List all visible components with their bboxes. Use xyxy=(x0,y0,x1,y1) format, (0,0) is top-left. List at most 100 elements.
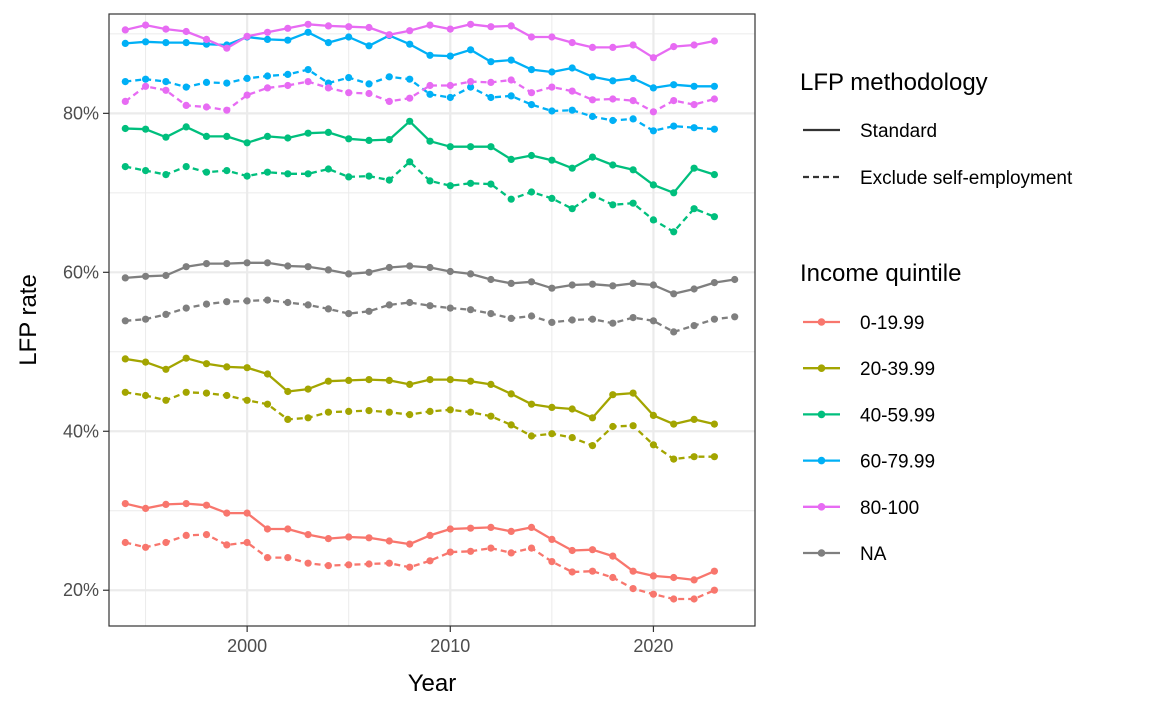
data-point xyxy=(243,364,251,372)
data-point xyxy=(446,525,454,533)
data-point xyxy=(487,58,495,66)
data-point xyxy=(670,290,678,298)
x-tick-label: 2020 xyxy=(633,636,673,656)
y-axis-title: LFP rate xyxy=(15,274,42,366)
data-point xyxy=(629,567,637,575)
data-point xyxy=(304,414,312,422)
data-point xyxy=(304,531,312,539)
data-point xyxy=(588,546,597,554)
data-point xyxy=(649,441,658,449)
data-point xyxy=(609,319,617,327)
data-point xyxy=(609,552,617,560)
data-point xyxy=(649,181,658,189)
data-point xyxy=(568,405,576,413)
data-point xyxy=(548,107,556,115)
data-point xyxy=(223,298,231,306)
data-point xyxy=(467,83,475,91)
data-point xyxy=(284,81,292,90)
data-point xyxy=(588,96,597,104)
data-point xyxy=(223,106,231,114)
data-point xyxy=(385,97,393,105)
data-point xyxy=(649,84,658,92)
data-point xyxy=(263,370,272,378)
plot-border xyxy=(108,13,756,627)
data-point xyxy=(121,39,129,48)
data-point xyxy=(568,568,576,576)
data-point xyxy=(385,408,393,416)
series-NA-exclude-self-employment xyxy=(121,296,739,336)
data-point xyxy=(670,228,678,236)
data-point xyxy=(202,103,211,111)
data-point xyxy=(263,72,272,80)
data-point xyxy=(690,101,698,109)
data-point xyxy=(304,170,312,178)
data-point xyxy=(182,123,190,131)
data-point xyxy=(142,391,150,400)
data-point xyxy=(223,79,231,87)
data-point xyxy=(182,263,190,271)
data-point xyxy=(507,527,515,536)
data-point xyxy=(182,304,190,312)
data-point xyxy=(202,260,211,268)
data-point xyxy=(284,525,292,533)
legend-linetype-label: Standard xyxy=(860,121,937,142)
data-point xyxy=(649,411,658,419)
data-point xyxy=(304,385,312,393)
data-point xyxy=(263,296,272,304)
data-point xyxy=(690,322,698,330)
data-point xyxy=(406,75,414,83)
data-point xyxy=(588,73,597,81)
data-point xyxy=(223,363,231,371)
data-point xyxy=(365,376,373,384)
data-point xyxy=(406,158,414,166)
legend-color-title: Income quintile xyxy=(800,260,961,287)
data-point xyxy=(568,64,576,72)
data-point xyxy=(527,66,536,74)
data-point xyxy=(142,272,150,280)
data-point xyxy=(162,538,170,547)
data-point xyxy=(487,180,495,188)
data-point xyxy=(527,101,536,109)
data-point xyxy=(182,531,190,540)
axis-ticks xyxy=(103,112,655,632)
data-point xyxy=(324,165,332,173)
data-point xyxy=(548,284,556,292)
data-point xyxy=(487,143,495,151)
series-80-100-standard xyxy=(121,20,719,62)
data-point xyxy=(345,407,353,415)
data-point xyxy=(284,70,292,78)
data-point xyxy=(507,22,515,30)
data-point xyxy=(507,56,515,64)
data-point xyxy=(670,43,678,51)
data-point xyxy=(406,380,414,388)
data-point xyxy=(365,407,373,415)
data-point xyxy=(142,21,150,29)
data-point xyxy=(690,415,698,423)
data-point xyxy=(527,33,536,41)
data-point xyxy=(324,39,332,47)
data-point xyxy=(609,282,617,290)
data-point xyxy=(609,391,617,399)
data-point xyxy=(670,122,678,130)
data-point xyxy=(487,78,495,86)
data-point xyxy=(487,93,495,102)
data-point xyxy=(527,89,536,97)
data-point xyxy=(568,281,576,289)
data-point xyxy=(365,534,373,542)
data-point xyxy=(588,191,597,199)
data-point xyxy=(223,541,231,549)
data-point xyxy=(243,32,251,40)
data-point xyxy=(548,194,556,202)
data-point xyxy=(548,33,556,41)
data-point xyxy=(588,414,597,422)
series-40-59-99-standard xyxy=(121,117,719,197)
data-point xyxy=(548,535,556,544)
data-point xyxy=(670,81,678,89)
data-point xyxy=(467,143,475,151)
data-point xyxy=(710,453,719,461)
data-point xyxy=(446,548,454,556)
data-point xyxy=(609,77,617,85)
data-point xyxy=(142,358,150,366)
data-point xyxy=(467,524,475,532)
data-point xyxy=(426,177,434,185)
